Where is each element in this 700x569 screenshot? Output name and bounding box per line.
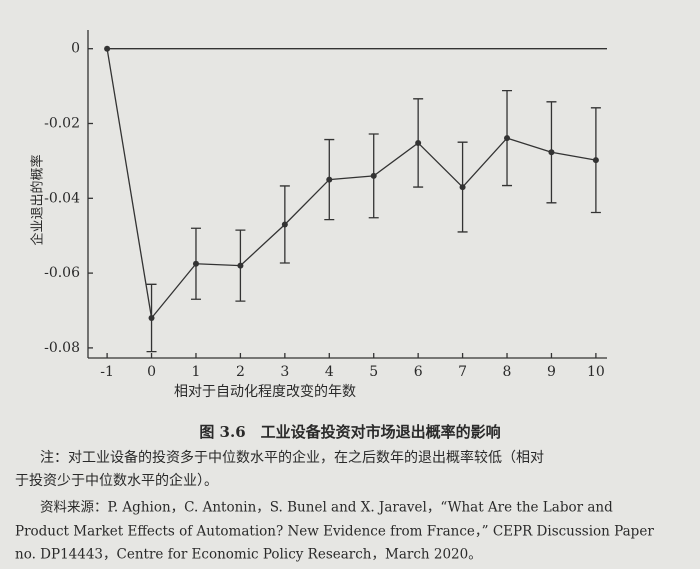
point [192, 260, 199, 267]
y-tick-label: -0.06 [44, 265, 80, 281]
x-tick-label: -1 [100, 364, 114, 380]
x-tick-label: 7 [458, 364, 467, 380]
point [592, 157, 599, 164]
x-tick-label: 3 [280, 364, 289, 380]
x-tick-label: 0 [147, 364, 156, 380]
x-tick-label: 1 [192, 364, 201, 380]
point [237, 262, 244, 269]
source-line: no. DP14443，Centre for Economic Policy R… [15, 547, 482, 563]
y-tick-label: -0.08 [44, 340, 80, 356]
x-tick-label: 9 [547, 364, 556, 380]
note-line: 注：对工业设备的投资多于中位数水平的企业，在之后数年的退出概率较低（相对 [40, 449, 544, 466]
note-line: 于投资少于中位数水平的企业）。 [15, 472, 218, 489]
y-axis-label: 企业退出的概率 [30, 154, 46, 245]
point [326, 176, 333, 183]
y-tick-label: -0.02 [44, 116, 80, 132]
point [415, 139, 422, 146]
source-line: Product Market Effects of Automation? Ne… [15, 524, 654, 540]
x-tick-label: 2 [236, 364, 245, 380]
line [106, 48, 597, 320]
x-tick-label: 6 [414, 364, 423, 380]
point [281, 221, 288, 228]
x-tick-label: 10 [587, 364, 605, 380]
y-tick-label: -0.04 [44, 190, 80, 206]
x-tick-label: 8 [503, 364, 512, 380]
point [370, 172, 377, 179]
x-axis-label: 相对于自动化程度改变的年数 [174, 384, 356, 400]
y-tick-label: 0 [71, 41, 80, 57]
x-tick-label: 5 [369, 364, 378, 380]
figure-caption: 图 3.6 工业设备投资对市场退出概率的影响 [199, 423, 500, 441]
source-line: 资料来源：P. Aghion，C. Antonin，S. Bunel and X… [40, 500, 613, 516]
point [104, 45, 111, 52]
point [504, 135, 511, 142]
point [459, 184, 466, 191]
x-tick-label: 4 [325, 364, 334, 380]
point [548, 149, 555, 156]
point [148, 314, 155, 321]
